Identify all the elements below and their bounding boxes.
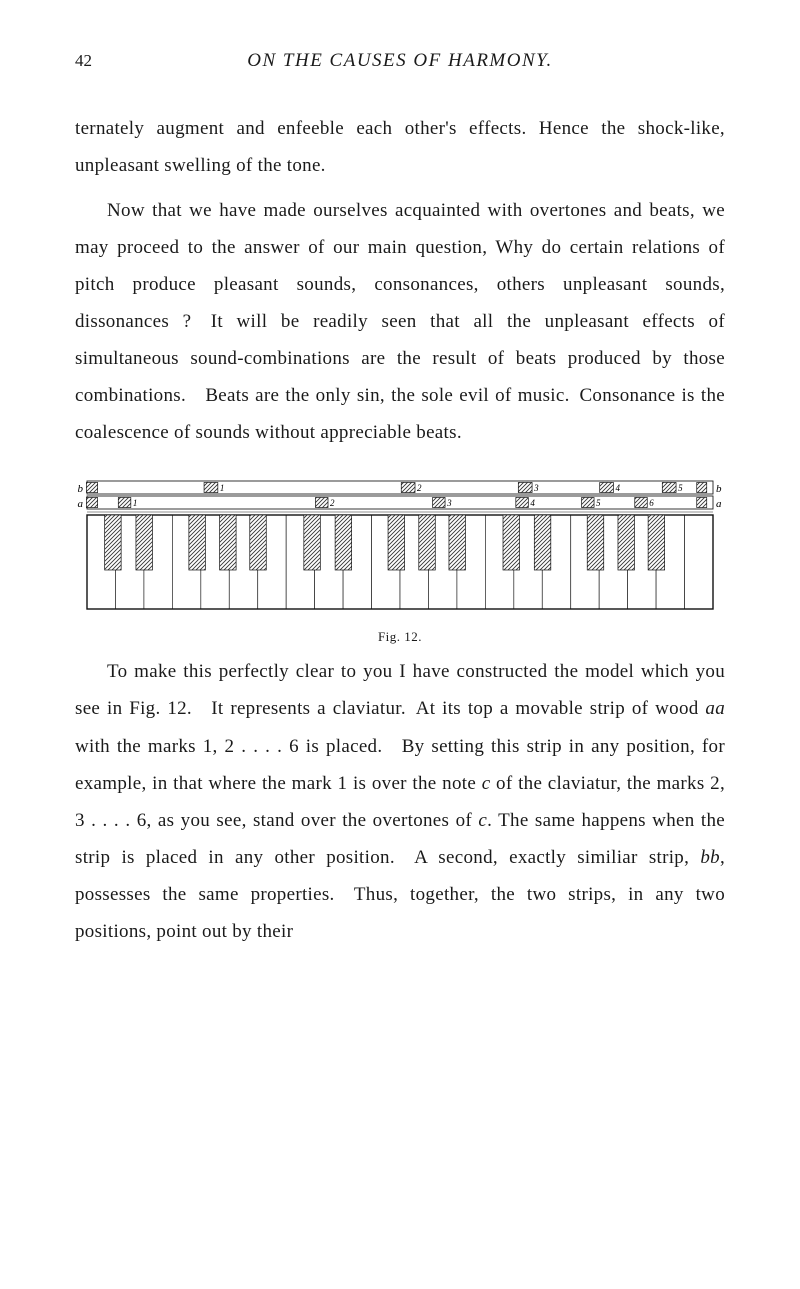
paragraph-2: Now that we have made ourselves acquaint… bbox=[75, 192, 725, 451]
page-header: 42 ON THE CAUSES OF HARMONY. bbox=[75, 50, 725, 72]
figure-12: b b 1 2 3 4 5 a a 1 2 3 4 5 6 Fig. 12. bbox=[75, 479, 725, 645]
figure-caption: Fig. 12. bbox=[75, 629, 725, 645]
claviatur-diagram: b b 1 2 3 4 5 a a 1 2 3 4 5 6 bbox=[75, 479, 725, 619]
running-title: ON THE CAUSES OF HARMONY. bbox=[115, 50, 725, 72]
svg-text:6: 6 bbox=[649, 498, 654, 508]
paragraph-1: ternately augment and enfeeble each othe… bbox=[75, 110, 725, 184]
svg-text:4: 4 bbox=[530, 498, 535, 508]
svg-text:5: 5 bbox=[678, 483, 683, 493]
svg-text:3: 3 bbox=[533, 483, 539, 493]
svg-text:a: a bbox=[78, 498, 84, 510]
svg-text:a: a bbox=[716, 498, 722, 510]
body-text: ternately augment and enfeeble each othe… bbox=[75, 110, 725, 950]
paragraph-3: To make this perfectly clear to you I ha… bbox=[75, 653, 725, 949]
page-number: 42 bbox=[75, 51, 115, 71]
svg-text:1: 1 bbox=[220, 483, 225, 493]
svg-text:b: b bbox=[716, 483, 722, 495]
svg-text:4: 4 bbox=[615, 483, 620, 493]
page: 42 ON THE CAUSES OF HARMONY. ternately a… bbox=[0, 0, 800, 1008]
svg-text:b: b bbox=[78, 483, 84, 495]
svg-text:1: 1 bbox=[133, 498, 138, 508]
svg-text:5: 5 bbox=[596, 498, 601, 508]
svg-text:2: 2 bbox=[330, 498, 335, 508]
svg-text:2: 2 bbox=[417, 483, 422, 493]
svg-text:3: 3 bbox=[446, 498, 452, 508]
